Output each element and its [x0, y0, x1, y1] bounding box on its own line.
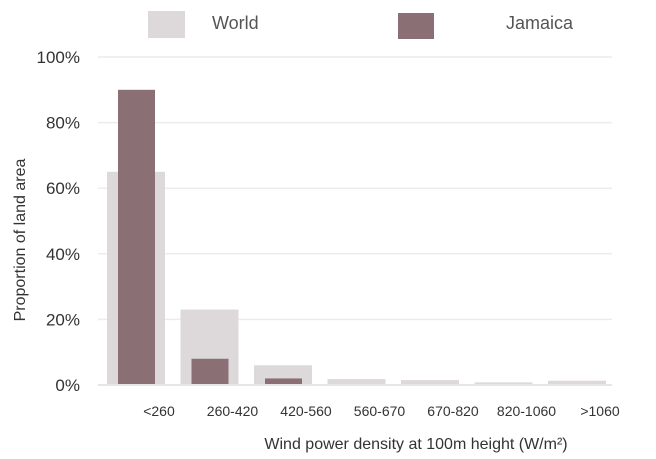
x-tick-label-560-670: 560-670: [354, 403, 406, 419]
x-tick-label-420-560: 420-560: [280, 403, 332, 419]
y-tick-label-60: 60%: [46, 179, 80, 198]
gridlines: [98, 56, 612, 321]
legend-swatch-world: [148, 11, 185, 38]
legend: World Jamaica: [148, 11, 574, 39]
bar-world-1060: [548, 380, 606, 385]
bar-world-820-1060: [474, 382, 533, 385]
y-axis-title: Proportion of land area: [12, 159, 29, 322]
x-axis-title: Wind power density at 100m height (W/m²): [264, 436, 567, 453]
bar-world-560-670: [327, 379, 386, 385]
y-axis-tick-labels: 0% 20% 40% 60% 80% 100%: [37, 48, 80, 395]
x-tick-label-260: <260: [143, 403, 175, 419]
legend-label-world: World: [212, 13, 259, 33]
y-tick-label-20: 20%: [46, 310, 80, 329]
legend-label-jamaica: Jamaica: [506, 13, 574, 33]
x-tick-label-1060: >1060: [580, 403, 620, 419]
bar-world-670-820: [401, 380, 459, 385]
bar-jamaica-260-420: [191, 358, 229, 385]
bar-jamaica-260: [118, 89, 155, 386]
y-tick-label-100: 100%: [37, 48, 80, 67]
x-tick-label-260-420: 260-420: [207, 403, 259, 419]
x-tick-label-670-820: 670-820: [427, 403, 479, 419]
y-tick-label-40: 40%: [46, 245, 80, 264]
y-tick-label-80: 80%: [46, 114, 80, 133]
x-axis-tick-labels: <260 260-420 420-560 560-670 670-820 820-1060…: [143, 403, 620, 419]
y-tick-label-0: 0%: [55, 376, 80, 395]
bar-jamaica-420-560: [265, 378, 302, 385]
legend-swatch-jamaica: [398, 13, 434, 39]
bars: [107, 89, 606, 386]
x-tick-label-820-1060: 820-1060: [497, 403, 556, 419]
